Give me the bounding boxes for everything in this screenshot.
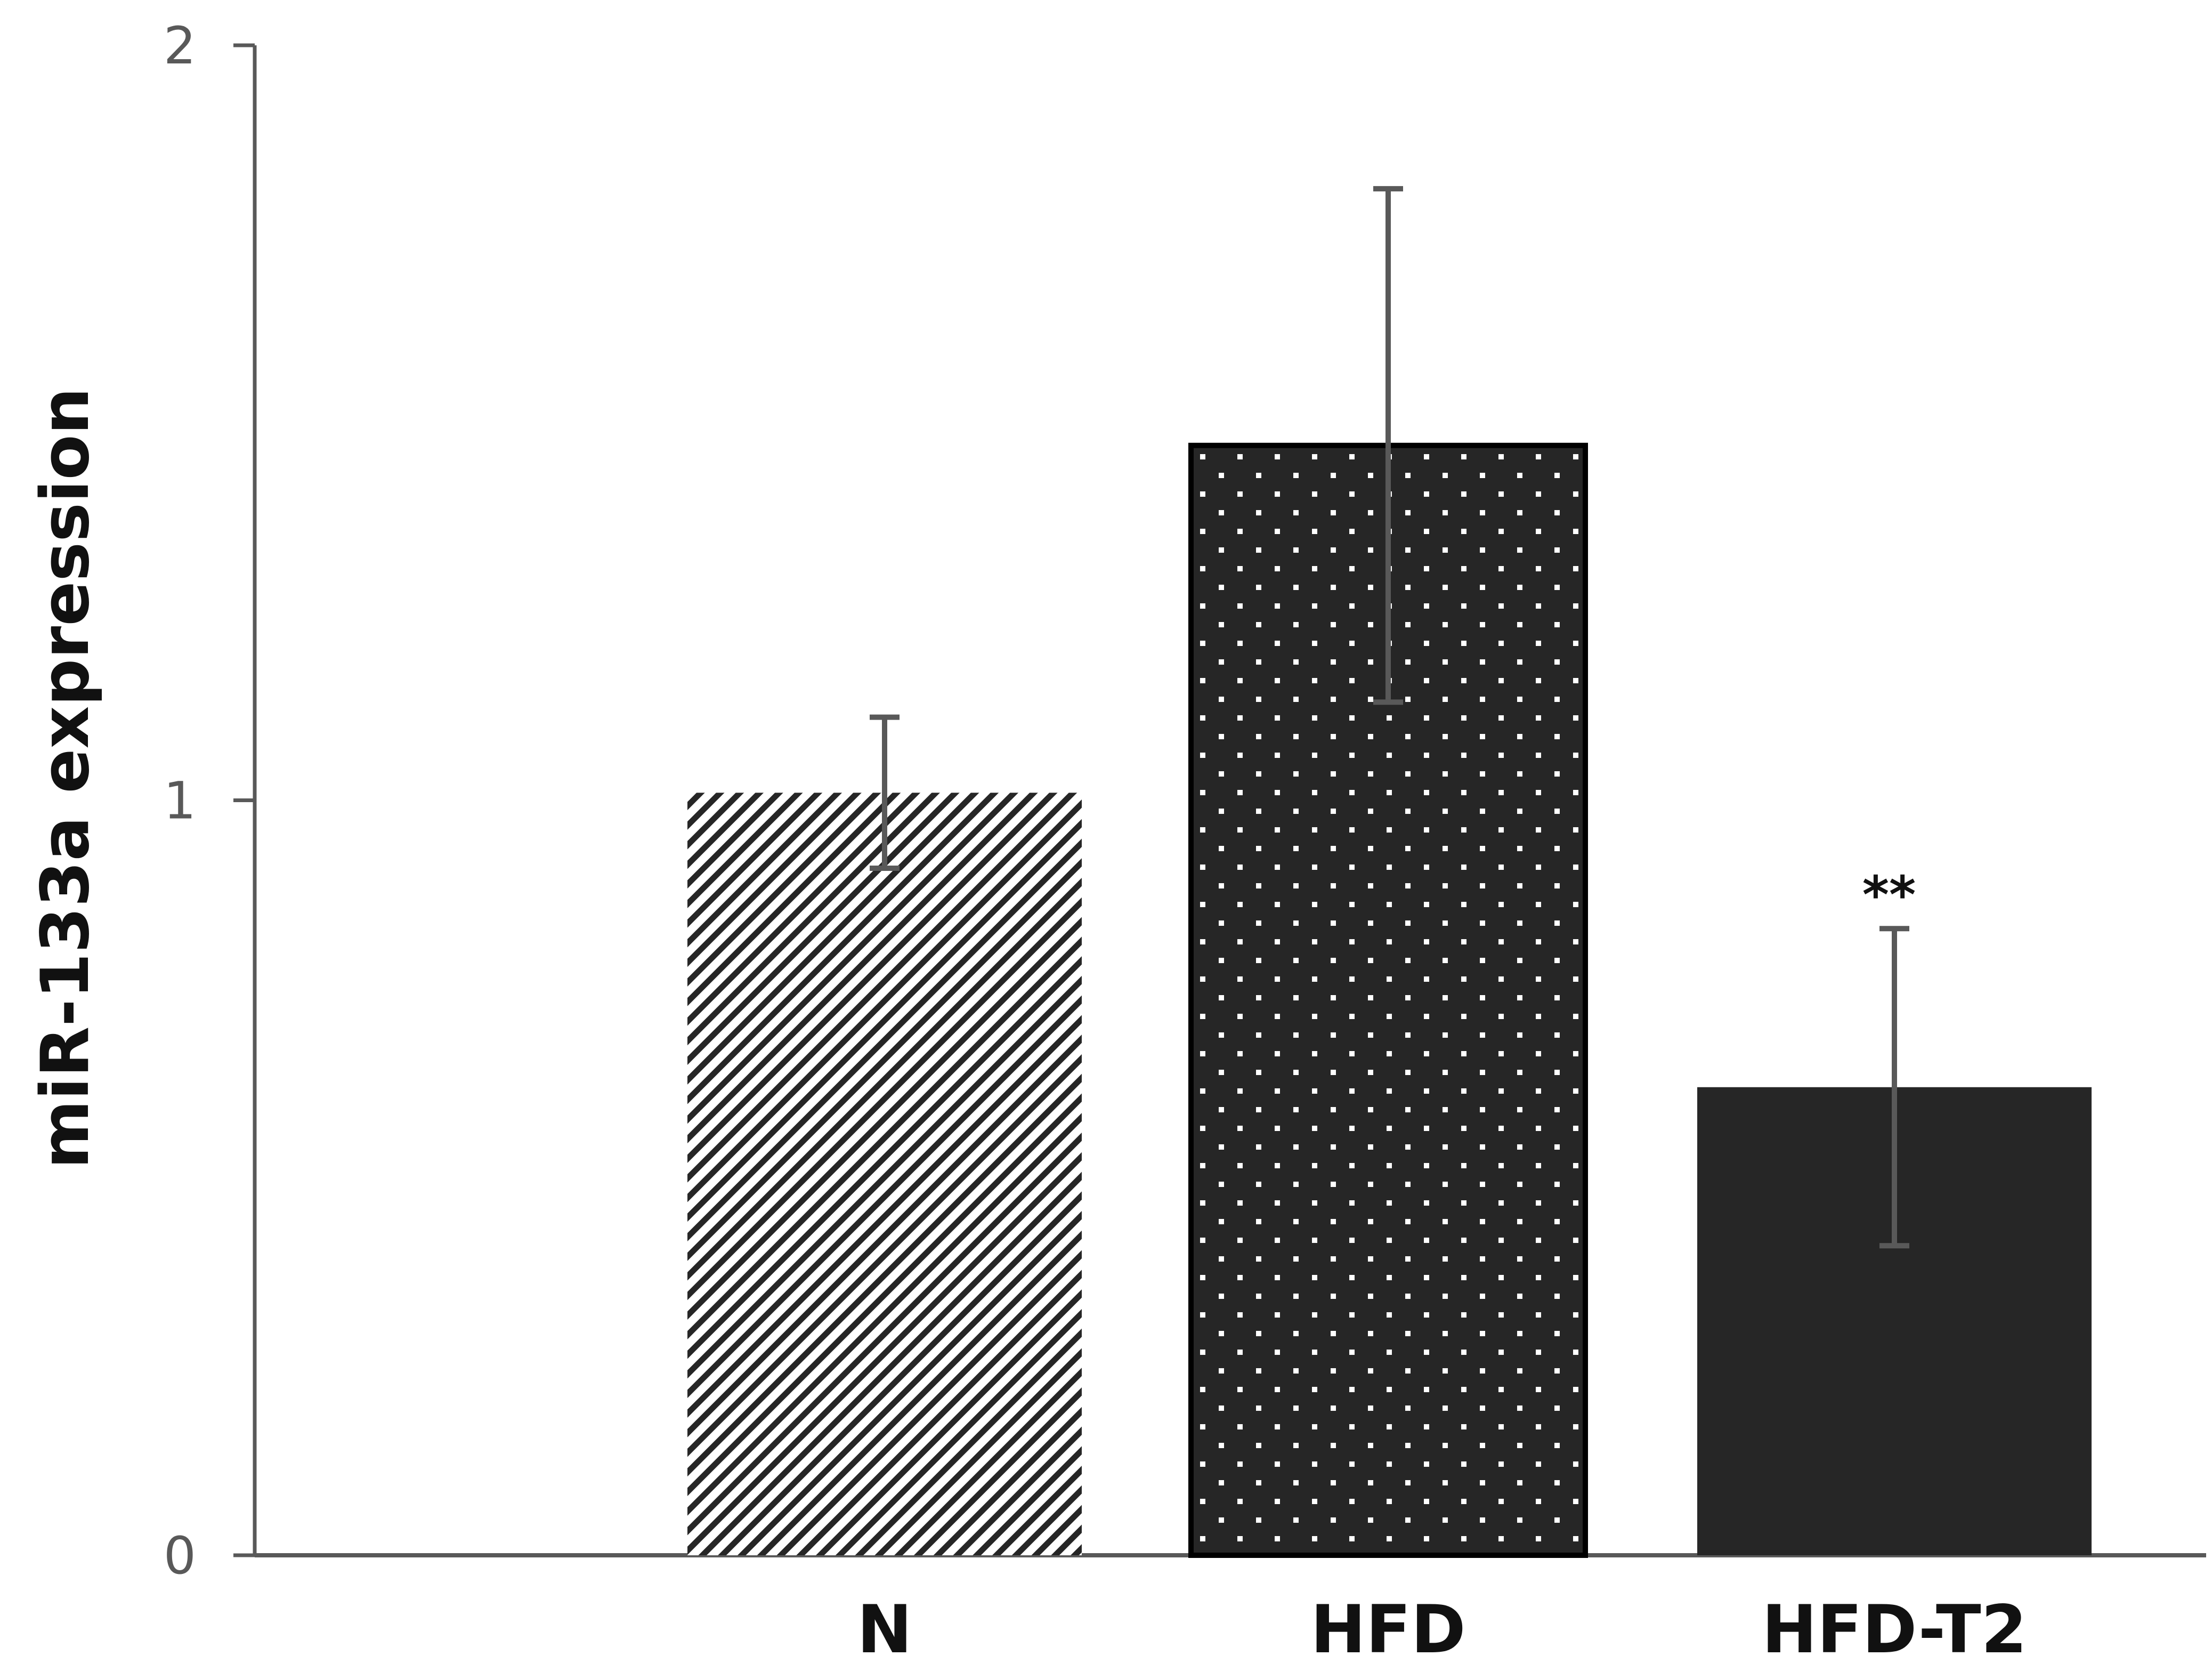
error-bar-n [870,714,900,871]
error-bar-hfd-t2 [1879,926,1909,1249]
significance-annotation: ** [1862,865,1916,925]
x-tick-label-hfd-t2: HFD-T2 [1762,1592,2027,1664]
x-tick-label-hfd: HFD [1310,1592,1465,1664]
error-bars [870,186,1909,1249]
error-bar-hfd [1373,186,1403,705]
y-axis-label: miR-133a expression [27,387,104,1169]
y-tick-label-0: 0 [164,1526,196,1586]
bar-n [687,793,1082,1555]
x-tick-label-n: N [857,1592,912,1664]
labels: N HFD HFD-T2 ** [857,865,2027,1664]
y-tick-label-1: 1 [164,771,196,831]
y-axis: 0 1 2 [164,16,257,1586]
y-tick-label-2: 2 [164,16,196,76]
